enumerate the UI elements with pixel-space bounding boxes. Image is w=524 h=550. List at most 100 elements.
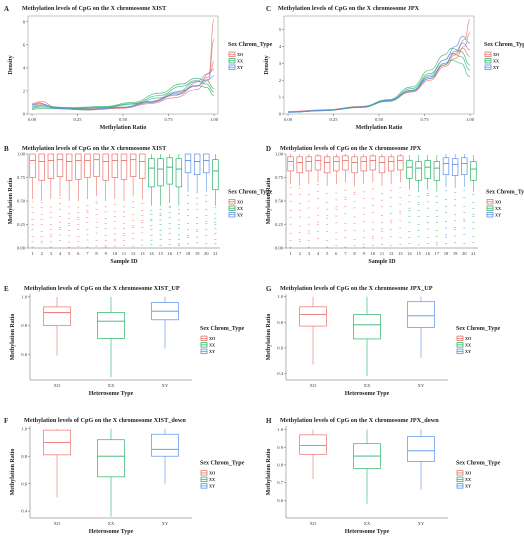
y-axis-label: Methylation Ratio — [266, 178, 272, 225]
box-5 — [65, 153, 73, 248]
legend-label-xo: XO — [465, 471, 472, 476]
box-21 — [212, 154, 219, 245]
box-14 — [406, 154, 413, 244]
chart-title: Methylation levels of CpG on the X chrom… — [22, 145, 167, 152]
box-iqr — [351, 156, 358, 174]
y-axis-label: Methylation Ratio — [10, 314, 16, 361]
x-tick-label: 8 — [353, 251, 356, 256]
y-tick-label: 5 — [279, 27, 282, 32]
density-line-xx — [31, 77, 215, 109]
x-tick-label: 20 — [462, 251, 467, 256]
x-tick-label: 1 — [289, 251, 292, 256]
box-1 — [299, 296, 327, 365]
box-1 — [287, 154, 294, 248]
box-2 — [296, 154, 303, 242]
box-20 — [203, 153, 210, 245]
x-tick-label: 19 — [195, 251, 200, 256]
box-3 — [47, 153, 55, 248]
legend-title: Sex Chrom_Type — [200, 461, 245, 467]
box-15 — [415, 154, 422, 246]
x-tick-label: XO — [310, 383, 317, 388]
x-tick-label: 7 — [344, 251, 347, 256]
y-tick-label: 0.25 — [275, 222, 284, 227]
box-iqr — [305, 156, 313, 172]
x-tick-label: XY — [162, 383, 169, 388]
box-10 — [369, 154, 377, 247]
x-axis-label: Heterosome Type — [345, 529, 390, 535]
y-axis-label: Density — [264, 55, 270, 74]
box-iqr — [333, 156, 340, 172]
box-iqr — [387, 156, 395, 172]
x-axis-label: Sample ID — [110, 259, 138, 265]
y-tick-label: 0.6 — [21, 481, 27, 486]
x-tick-label: 2 — [299, 251, 302, 256]
x-tick-label: 17 — [435, 251, 440, 256]
box-iqr — [184, 153, 192, 174]
box-2 — [97, 296, 125, 378]
x-tick-label: 12 — [389, 251, 394, 256]
x-tick-label: XY — [162, 521, 169, 526]
legend-label-xo: XO — [495, 199, 502, 204]
x-axis-label: Heterosome Type — [89, 391, 134, 397]
x-tick-label: 11 — [380, 251, 385, 256]
box-iqr — [97, 439, 125, 478]
chart-title: Methylation levels of CpG on the X chrom… — [22, 5, 167, 12]
x-tick-label: 18 — [186, 251, 191, 256]
legend-label-xy: XY — [209, 349, 215, 354]
box-20 — [461, 154, 468, 244]
x-axis-label: Methylation Ratio — [356, 125, 403, 131]
chart-title: Methylation levels of CpG on the X chrom… — [280, 285, 433, 292]
x-tick-label: 17 — [177, 251, 182, 256]
legend-label-xx: XX — [209, 477, 215, 482]
density-line-xy — [31, 68, 215, 110]
x-tick-label: 21 — [471, 251, 476, 256]
y-tick-label: 1.0 — [277, 427, 283, 432]
legend-title: Sex Chrom_Type — [456, 461, 501, 467]
box-iqr — [38, 153, 45, 181]
chart-title: Methylation levels of CpG on the X chrom… — [280, 417, 439, 424]
box-iqr — [139, 153, 146, 179]
box-13 — [139, 153, 146, 246]
box-iqr — [378, 156, 386, 174]
box-3 — [407, 296, 435, 359]
box-iqr — [461, 157, 468, 176]
x-tick-label: 14 — [407, 251, 412, 256]
box-7 — [342, 154, 349, 248]
box-1 — [43, 296, 71, 356]
box-iqr — [151, 433, 179, 457]
x-tick-label: 15 — [158, 251, 163, 256]
box-iqr — [157, 158, 164, 187]
box-iqr — [442, 157, 450, 176]
legend-title: Sex Chrom_Type — [484, 42, 524, 48]
panel-g: G Methylation levels of CpG on the X chro… — [262, 280, 524, 412]
box-iqr — [120, 153, 128, 180]
box-iqr — [129, 153, 137, 177]
x-tick-label: 5 — [326, 251, 329, 256]
x-tick-label: 16 — [425, 251, 430, 256]
box-5 — [323, 154, 331, 248]
y-tick-label: 0.75 — [275, 175, 284, 180]
box-3 — [151, 428, 179, 484]
x-tick-label: XY — [418, 521, 425, 526]
x-tick-label: 20 — [204, 251, 209, 256]
y-tick-label: 0.00 — [17, 246, 26, 251]
box-2 — [97, 428, 125, 517]
y-tick-label: 0.50 — [275, 199, 284, 204]
x-tick-label: 16 — [167, 251, 172, 256]
x-axis-label: Methylation Ratio — [100, 125, 147, 131]
x-tick-label: XX — [364, 383, 371, 388]
legend-label-xy: XY — [465, 349, 471, 354]
legend-title: Sex Chrom_Type — [486, 189, 524, 195]
y-tick-label: 1.0 — [21, 294, 27, 299]
box-12 — [387, 154, 395, 247]
y-tick-label: 1.0 — [21, 426, 27, 431]
box-iqr — [148, 158, 155, 188]
y-tick-label: 0.00 — [275, 246, 284, 251]
box-iqr — [397, 155, 404, 171]
y-tick-label: 8 — [23, 19, 26, 24]
box-iqr — [166, 157, 173, 185]
box-1 — [29, 153, 36, 248]
